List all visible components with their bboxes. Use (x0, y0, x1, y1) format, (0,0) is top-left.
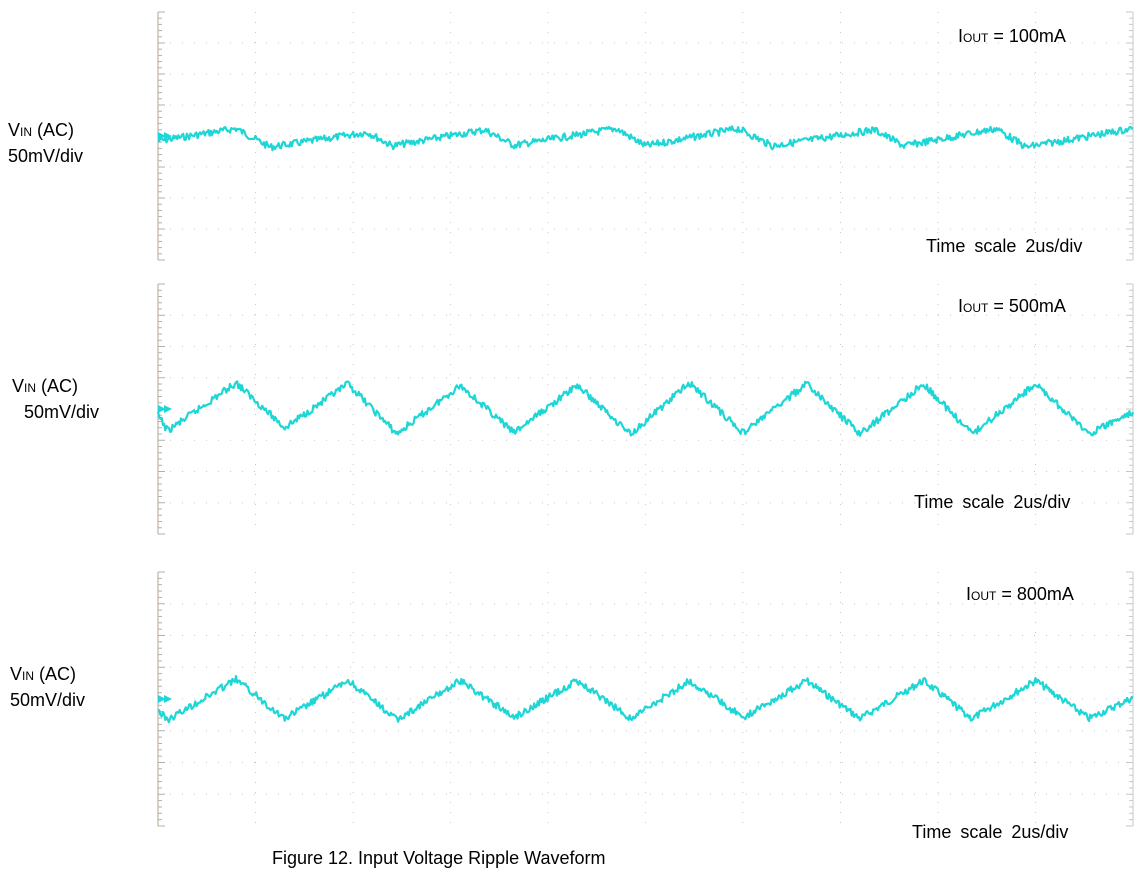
waveform-plot-3 (157, 571, 1134, 827)
waveform-plot-1 (157, 11, 1134, 261)
vin-ripple-trace (157, 675, 1134, 724)
grid (158, 572, 1133, 826)
ground-marker-icon (158, 405, 166, 413)
time-scale-label-2: Time scale 2us/div (914, 492, 1071, 512)
vin-ripple-trace (157, 125, 1134, 152)
iout-label-3: IOUT = 800mA (966, 584, 1074, 604)
scope-panel-2: VIN (AC) 50mV/div IOUT = 500mA Time scal… (0, 272, 1137, 544)
ground-marker-icon (158, 695, 166, 703)
waveform-plot-2 (156, 283, 1135, 535)
vin-label-1: VIN (AC) 50mV/div (8, 120, 84, 166)
time-scale-label-3: Time scale 2us/div (912, 822, 1069, 842)
scope-panel-3: VIN (AC) 50mV/div IOUT = 800mA (0, 544, 1137, 834)
grid (158, 12, 1133, 260)
ground-marker-icon (164, 405, 172, 413)
vin-label-2: VIN (AC) 50mV/div (12, 376, 100, 422)
scope-panel-1: VIN (AC) 50mV/div IOUT = 100mA Time scal… (0, 0, 1137, 272)
time-scale-label-1: Time scale 2us/div (926, 236, 1083, 256)
vin-ripple-trace (156, 380, 1135, 437)
iout-label-2: IOUT = 500mA (958, 296, 1066, 316)
vin-label-3: VIN (AC) 50mV/div (10, 664, 86, 710)
ground-marker-icon (164, 695, 172, 703)
iout-label-1: IOUT = 100mA (958, 26, 1066, 46)
figure-caption: Figure 12. Input Voltage Ripple Waveform (272, 848, 606, 868)
